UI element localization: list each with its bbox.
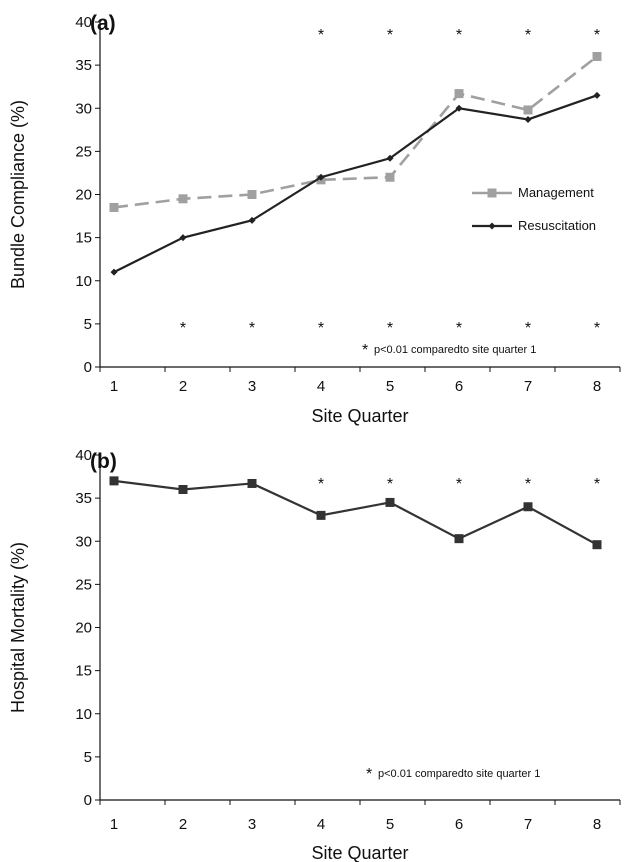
y-tick-label: 5: [84, 316, 92, 333]
data-point: [386, 154, 394, 162]
panel-label: (a): [90, 12, 116, 35]
y-tick-label: 35: [75, 490, 92, 507]
note-star: *: [366, 766, 372, 783]
x-tick-label: 8: [593, 816, 601, 833]
significance-star: *: [525, 320, 531, 337]
x-tick-label: 4: [317, 816, 325, 833]
data-point: [454, 89, 464, 99]
chart-panel-a: 0 5 10 15 20 25 30 35 40 1 2 3 4 5 6 7 8 Site Quarter Bund…: [8, 12, 621, 426]
x-tick-label: 6: [455, 378, 463, 395]
significance-star: *: [456, 27, 462, 44]
x-tick-label: 8: [593, 378, 601, 395]
x-tick-label: 1: [110, 816, 118, 833]
data-point: [523, 105, 533, 115]
data-point: [317, 173, 325, 181]
data-point: [385, 497, 395, 507]
y-tick-label: 15: [75, 230, 92, 247]
series-line-0: [113, 479, 598, 546]
x-axis-label: Site Quarter: [311, 843, 408, 862]
y-tick-label: 25: [75, 576, 92, 593]
significance-star: *: [594, 27, 600, 44]
data-point: [178, 194, 188, 204]
significance-star: *: [180, 320, 186, 337]
x-tick-label: 3: [248, 816, 256, 833]
x-tick-label: 7: [524, 816, 532, 833]
data-point: [523, 502, 533, 512]
series-line-0: [113, 55, 598, 209]
x-tick-label: 5: [386, 816, 394, 833]
y-tick-label: 20: [75, 187, 92, 204]
legend-marker: [487, 188, 497, 198]
x-tick-label: 7: [524, 378, 532, 395]
y-axis-label: Bundle Compliance (%): [8, 100, 28, 289]
legend-marker: [488, 222, 496, 230]
data-point: [524, 115, 532, 123]
x-axis-label: Site Quarter: [311, 406, 408, 426]
significance-star: *: [456, 320, 462, 337]
y-tick-label: 0: [84, 792, 92, 809]
data-point: [247, 478, 257, 488]
significance-note: p<0.01 comparedto site quarter 1: [374, 344, 536, 356]
data-point: [110, 268, 118, 276]
note-star: *: [362, 342, 368, 359]
data-point: [109, 202, 119, 212]
significance-star: *: [594, 320, 600, 337]
y-tick-label: 30: [75, 100, 92, 117]
significance-star: *: [249, 320, 255, 337]
significance-star: *: [318, 27, 324, 44]
data-point: [316, 510, 326, 520]
significance-star: *: [456, 476, 462, 493]
y-tick-label: 20: [75, 620, 92, 637]
x-tick-label: 5: [386, 378, 394, 395]
x-tick-label: 6: [455, 816, 463, 833]
panel-label: (b): [90, 450, 117, 473]
y-axis-label: Hospital Mortality (%): [8, 542, 28, 713]
y-tick-label: 10: [75, 706, 92, 723]
x-tick-label: 3: [248, 378, 256, 395]
legend-label: Management: [518, 185, 594, 200]
y-tick-label: 0: [84, 359, 92, 376]
y-tick-label: 40: [75, 447, 92, 464]
data-point: [248, 216, 256, 224]
data-point: [385, 172, 395, 182]
y-tick-label: 15: [75, 663, 92, 680]
data-point: [109, 476, 119, 486]
significance-star: *: [318, 476, 324, 493]
y-tick-label: 10: [75, 273, 92, 290]
data-point: [455, 104, 463, 112]
x-tick-label: 2: [179, 378, 187, 395]
significance-star: *: [594, 476, 600, 493]
data-point: [593, 91, 601, 99]
significance-star: *: [387, 320, 393, 337]
data-point: [179, 234, 187, 242]
data-point: [247, 190, 257, 199]
chart-panel-b: 0 5 10 15 20 25 30 35 40 1 2 3 4 5 6 7 8 Site Quarter Hosp…: [8, 447, 621, 862]
y-tick-label: 40: [75, 14, 92, 31]
x-tick-label: 2: [179, 816, 187, 833]
y-tick-label: 30: [75, 533, 92, 550]
x-tick-label: 4: [317, 378, 325, 395]
significance-star: *: [387, 476, 393, 493]
significance-star: *: [318, 320, 324, 337]
significance-star: *: [387, 27, 393, 44]
data-point: [592, 52, 602, 61]
data-point: [592, 540, 602, 550]
legend-label: Resuscitation: [518, 218, 596, 233]
data-point: [454, 534, 464, 544]
x-tick-label: 1: [110, 378, 118, 395]
y-tick-label: 5: [84, 749, 92, 766]
y-tick-label: 35: [75, 57, 92, 74]
significance-star: *: [525, 476, 531, 493]
data-point: [178, 485, 188, 494]
significance-star: *: [525, 27, 531, 44]
y-tick-label: 25: [75, 143, 92, 160]
significance-note: p<0.01 comparedto site quarter 1: [378, 768, 540, 780]
series-line-1: [113, 94, 598, 274]
